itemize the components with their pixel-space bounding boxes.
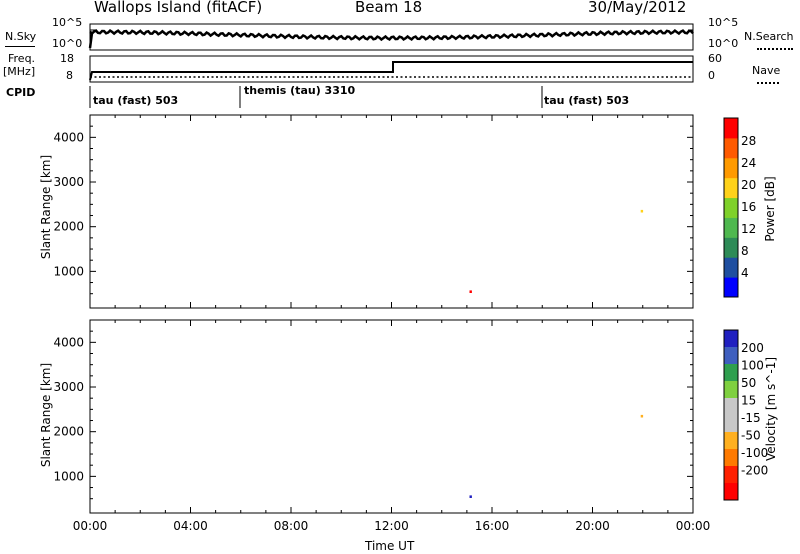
power-colorbar-label: Power [dB]	[763, 176, 777, 242]
station-title: Wallops Island (fitACF)	[94, 0, 263, 16]
nsearch-label: N.Search	[744, 30, 794, 43]
velocity-colorbar-label: Velocity [m s^-1]	[764, 344, 778, 474]
power-colorbar-swatch	[724, 137, 738, 159]
power-heatmap	[469, 209, 644, 293]
power-colorbar-tick: 8	[741, 244, 749, 258]
x-tick-label: 00:00	[676, 519, 711, 533]
velocity-cell	[469, 495, 472, 498]
freq-trace	[89, 61, 693, 81]
power-colorbar-swatch	[724, 157, 738, 179]
power-colorbar-tick: 20	[741, 178, 756, 192]
velocity-colorbar-tick: -100	[741, 446, 768, 460]
cpid-label: CPID	[6, 86, 36, 99]
nsky-frame	[89, 23, 694, 51]
freq-panel	[89, 55, 694, 83]
power-colorbar-swatch	[724, 118, 738, 139]
freq-unit-label: [MHz]	[3, 65, 36, 78]
velocity-colorbar-tick: 200	[741, 341, 764, 355]
x-tick-label: 16:00	[475, 519, 510, 533]
velocity-colorbar-swatch	[724, 364, 738, 382]
nsky-label: N.Sky	[5, 30, 37, 43]
nsearch-legend-line	[757, 48, 793, 50]
freq-frame	[89, 55, 694, 83]
velocity-colorbar-swatch	[724, 398, 738, 416]
beam-title: Beam 18	[355, 0, 423, 16]
velocity-cell	[640, 414, 644, 418]
nave-legend-line	[757, 82, 779, 84]
velocity-colorbar-tick: -200	[741, 464, 768, 478]
velocity-colorbar-swatch	[724, 466, 738, 484]
power-colorbar-tick: 24	[741, 156, 756, 170]
velocity-colorbar-label-text: Velocity [m s^-1]	[764, 356, 778, 462]
velocity-ylabel: Slant Range [km]	[39, 362, 53, 468]
y-tick-label: 1000	[53, 469, 84, 483]
cpid-segment-2: themis (tau) 3310	[244, 84, 356, 97]
y-tick-label: 1000	[53, 264, 84, 278]
colorbars: 28 24 20 16 12 8 4 200 100 50 15 -15 -50 -100 -200	[723, 117, 768, 501]
velocity-colorbar-tick: 50	[741, 376, 756, 390]
nsearch-tick-bottom: 10^0	[708, 37, 739, 50]
nsky-trace	[88, 28, 694, 49]
y-tick-label: 3000	[53, 380, 84, 394]
velocity-colorbar-tick: 100	[741, 359, 764, 373]
x-tick-label: 00:00	[73, 519, 108, 533]
power-cell	[469, 290, 472, 293]
y-tick-label: 3000	[53, 175, 84, 189]
velocity-colorbar-tick: 15	[741, 394, 756, 408]
power-colorbar-tick: 16	[741, 200, 756, 214]
velocity-colorbar-frame	[723, 329, 739, 501]
x-tick-label: 12:00	[374, 519, 409, 533]
velocity-colorbar-swatch	[724, 432, 738, 450]
nave-tick-top: 60	[708, 52, 722, 65]
power-colorbar-frame	[723, 117, 739, 298]
velocity-colorbar-swatch	[724, 381, 738, 399]
x-tick-label: 04:00	[173, 519, 208, 533]
velocity-colorbar-swatch	[724, 483, 738, 501]
plot-frame	[89, 114, 694, 309]
plot-frame	[89, 319, 694, 514]
y-tick-label: 2000	[53, 220, 84, 234]
freq-tick-top: 18	[60, 52, 74, 65]
nsky-underline	[5, 46, 35, 47]
x-axis-label: Time UT	[365, 539, 415, 553]
axes: 4000 3000 2000 1000 4000 3000 2000 1000 00:00 04:…	[53, 114, 711, 533]
nsky-panel	[88, 23, 694, 51]
velocity-colorbar-swatch	[724, 330, 738, 348]
nsearch-tick-top: 10^5	[708, 16, 739, 29]
velocity-colorbar-tick: -15	[741, 411, 761, 425]
y-tick-label: 4000	[53, 335, 84, 349]
date-title: 30/May/2012	[588, 0, 687, 16]
cpid-dividers	[89, 86, 543, 108]
nave-label: Nave	[752, 64, 781, 77]
power-colorbar-swatch	[724, 257, 738, 278]
power-colorbar-swatch	[724, 217, 738, 238]
power-ylabel: Slant Range [km]	[39, 154, 53, 260]
x-tick-label: 08:00	[274, 519, 309, 533]
freq-tick-bottom: 8	[66, 69, 73, 82]
nave-tick-bottom: 0	[708, 69, 715, 82]
y-tick-label: 2000	[53, 425, 84, 439]
power-colorbar-swatch	[724, 177, 738, 199]
cpid-segment-1: tau (fast) 503	[93, 94, 179, 107]
power-colorbar-swatch	[724, 237, 738, 258]
velocity-colorbar-swatch	[724, 449, 738, 467]
y-tick-label: 4000	[53, 130, 84, 144]
nsky-tick-top: 10^5	[52, 16, 83, 29]
power-colorbar-swatch	[724, 277, 738, 298]
power-colorbar-tick: 28	[741, 134, 756, 148]
power-colorbar-tick: 12	[741, 222, 756, 236]
velocity-colorbar-tick: -50	[741, 429, 761, 443]
cpid-segment-3: tau (fast) 503	[544, 94, 630, 107]
power-colorbar-swatch	[724, 197, 738, 218]
freq-label: Freq.	[8, 52, 36, 65]
velocity-colorbar-swatch	[724, 347, 738, 365]
velocity-heatmap	[469, 414, 644, 498]
x-tick-label: 20:00	[575, 519, 610, 533]
nsky-tick-bottom: 10^0	[52, 37, 83, 50]
power-colorbar-tick: 4	[741, 266, 749, 280]
power-cell	[640, 209, 644, 213]
velocity-colorbar-swatch	[724, 415, 738, 433]
